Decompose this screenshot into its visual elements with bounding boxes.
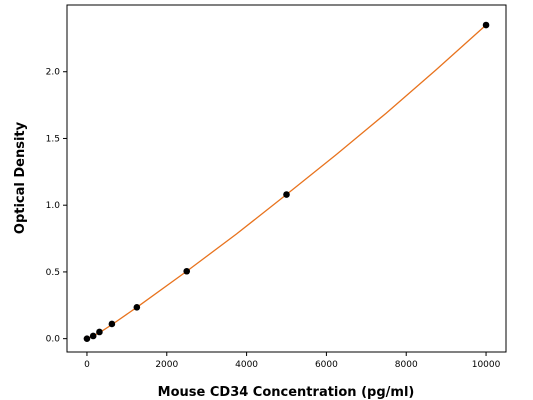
- data-point: [96, 328, 103, 336]
- data-point: [482, 21, 490, 29]
- x-tick-label: 4000: [235, 360, 258, 370]
- y-tick-label: 1.0: [46, 201, 61, 211]
- x-tick-label: 0: [84, 360, 90, 370]
- plot-frame: [66, 4, 507, 353]
- fit-curve-line: [86, 24, 487, 340]
- x-tick-label: 6000: [315, 360, 338, 370]
- y-axis-ticks: 0.0 0.5 1.0 1.5 2.0: [46, 68, 67, 345]
- y-tick-label: 0.0: [46, 335, 61, 345]
- data-point: [83, 335, 91, 342]
- y-tick-label: 2.0: [46, 68, 61, 78]
- x-tick-label: 2000: [155, 360, 178, 370]
- data-point: [108, 320, 116, 328]
- data-point: [283, 191, 290, 198]
- x-axis-title: Mouse CD34 Concentration (pg/ml): [158, 385, 415, 400]
- data-points: [83, 21, 490, 342]
- data-point: [133, 303, 141, 311]
- x-tick-label: 8000: [395, 360, 418, 370]
- y-axis-title: Optical Density: [13, 121, 28, 234]
- data-point: [183, 267, 191, 275]
- x-tick-label: 10000: [472, 360, 501, 370]
- y-tick-label: 0.5: [46, 268, 60, 278]
- x-axis-ticks: 0 2000 4000 6000 8000 10000: [84, 352, 501, 370]
- y-tick-label: 1.5: [46, 134, 60, 144]
- data-point: [89, 332, 97, 340]
